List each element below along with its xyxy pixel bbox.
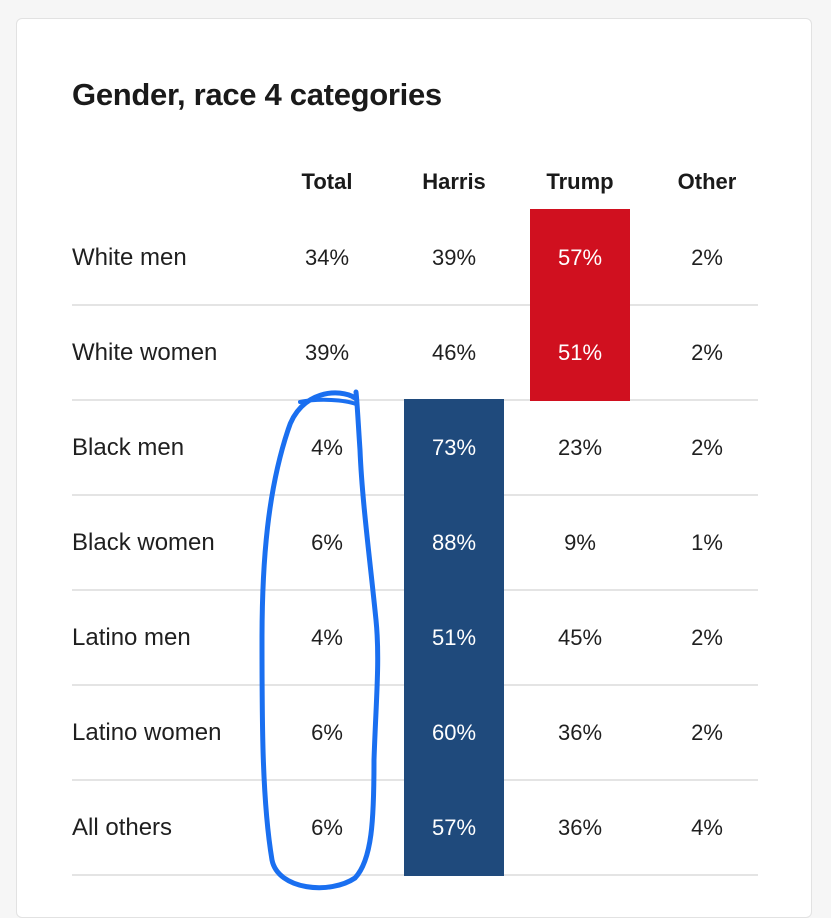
column-header-harris: Harris	[422, 169, 486, 194]
trump-value-cell: 23%	[557, 435, 603, 460]
column-header-trump: Trump	[546, 169, 614, 194]
row-label: White men	[72, 244, 187, 271]
trump-value-cell: 36%	[557, 720, 603, 745]
total-value-cell: 4%	[311, 435, 343, 460]
total-value-cell: 34%	[304, 245, 350, 270]
row-label: Black men	[72, 434, 185, 461]
other-value-cell: 1%	[691, 530, 723, 555]
harris-value-cell: 46%	[431, 340, 477, 365]
trump-value-cell: 51%	[530, 304, 630, 401]
row-label: White women	[72, 339, 218, 366]
table-row: Latino women 6% 60% 36% 2%	[72, 684, 758, 781]
table-row: Black men 4% 73% 23% 2%	[72, 399, 758, 496]
table-title: Gender, race 4 categories	[72, 77, 442, 112]
trump-value-cell: 36%	[557, 815, 603, 840]
table-row: All others 6% 57% 36% 4%	[72, 779, 758, 876]
harris-value-cell: 39%	[431, 245, 477, 270]
trump-value-cell: 57%	[530, 209, 630, 306]
harris-value-cell: 57%	[404, 779, 504, 876]
column-header-row: Total Harris Trump Other	[17, 169, 811, 209]
harris-value-cell: 73%	[404, 399, 504, 496]
total-value-cell: 6%	[311, 720, 343, 745]
total-value-cell: 6%	[311, 815, 343, 840]
other-value-cell: 2%	[691, 245, 723, 270]
other-value-cell: 2%	[691, 340, 723, 365]
other-value-cell: 4%	[691, 815, 723, 840]
total-value-cell: 39%	[304, 340, 350, 365]
trump-value-cell: 45%	[557, 625, 603, 650]
harris-value-cell: 60%	[404, 684, 504, 781]
total-value-cell: 6%	[311, 530, 343, 555]
column-header-total: Total	[301, 169, 353, 194]
harris-value-cell: 88%	[404, 494, 504, 591]
table-row: White men 34% 39% 57% 2%	[72, 209, 758, 306]
harris-value-cell: 51%	[404, 589, 504, 686]
results-card: Gender, race 4 categories Total Harris T…	[16, 18, 812, 918]
table-row: Black women 6% 88% 9% 1%	[72, 494, 758, 591]
row-label: Black women	[72, 529, 215, 556]
row-label: Latino women	[72, 719, 222, 746]
column-header-other: Other	[677, 169, 737, 194]
other-value-cell: 2%	[691, 720, 723, 745]
other-value-cell: 2%	[691, 625, 723, 650]
table-row: Latino men 4% 51% 45% 2%	[72, 589, 758, 686]
trump-value-cell: 9%	[564, 530, 596, 555]
other-value-cell: 2%	[691, 435, 723, 460]
total-value-cell: 4%	[311, 625, 343, 650]
row-label: All others	[72, 814, 173, 841]
row-label: Latino men	[72, 624, 191, 651]
table-row: White women 39% 46% 51% 2%	[72, 304, 758, 401]
